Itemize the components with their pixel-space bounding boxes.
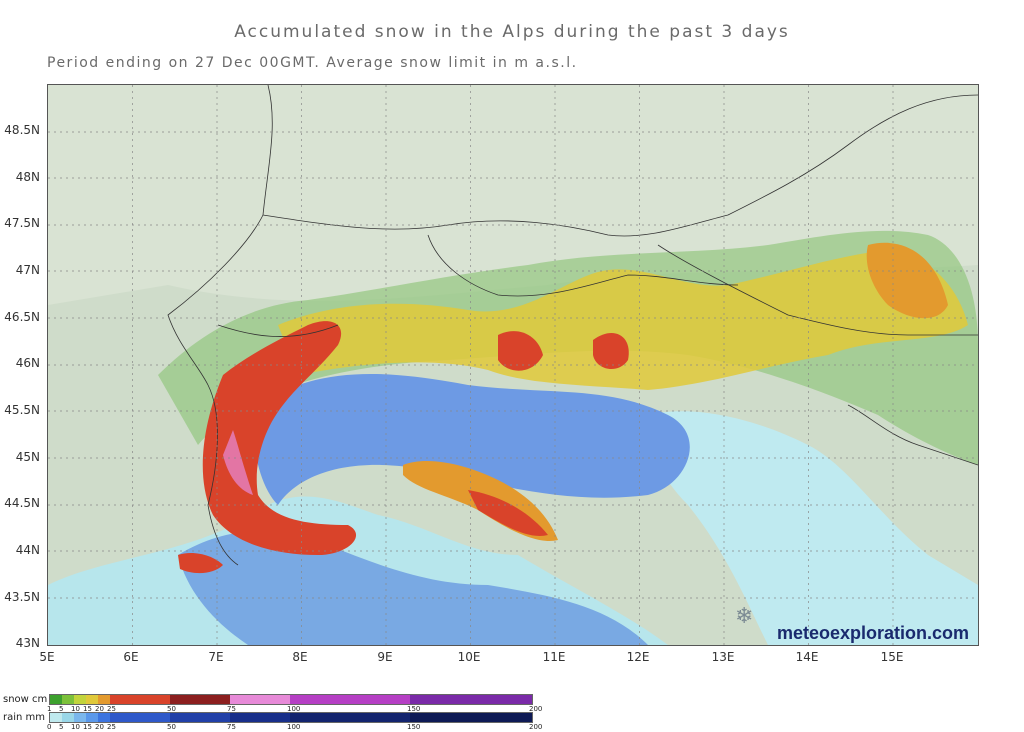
snow-legend-tick: 50 xyxy=(167,705,176,713)
snow-legend-swatch xyxy=(50,695,62,704)
snow-map xyxy=(47,84,979,646)
sea-rain-band xyxy=(178,531,648,645)
lon-label-13e: 13E xyxy=(711,650,735,664)
rain-legend-tick: 0 xyxy=(47,723,52,731)
rain-legend-swatch xyxy=(290,713,410,722)
rain-legend-tick: 100 xyxy=(287,723,301,731)
moderate-snow-zone xyxy=(278,250,968,390)
snow-legend-ticks: 1 5 10 15 20 25 50 75 100 150 200 xyxy=(47,705,542,714)
lon-label-11e: 11E xyxy=(542,650,566,664)
snow-legend-swatch xyxy=(230,695,290,704)
map-graphic xyxy=(48,85,978,645)
rain-legend-tick: 15 xyxy=(83,723,92,731)
snow-color-bar xyxy=(49,694,533,705)
rain-legend-swatch xyxy=(110,713,170,722)
rain-legend-swatch xyxy=(74,713,86,722)
lat-label-43-5: 43.5N xyxy=(4,590,40,604)
snow-legend-tick: 100 xyxy=(287,705,301,713)
lat-label-46-5: 46.5N xyxy=(4,310,40,324)
rain-legend-swatch xyxy=(98,713,110,722)
rain-legend-tick: 10 xyxy=(71,723,80,731)
snow-legend-tick: 5 xyxy=(59,705,64,713)
snow-legend-swatch xyxy=(410,695,532,704)
country-borders xyxy=(167,85,978,566)
lat-label-47-5: 47.5N xyxy=(4,216,40,230)
lake-garda-snow-core xyxy=(593,332,629,370)
lat-label-47: 47N xyxy=(15,263,40,277)
lat-label-45-5: 45.5N xyxy=(4,403,40,417)
snow-legend-label: snow cm xyxy=(3,694,48,705)
map-title: Accumulated snow in the Alps during the … xyxy=(234,22,790,42)
snow-legend-swatch xyxy=(98,695,110,704)
rain-legend-tick: 20 xyxy=(95,723,104,731)
rain-legend-swatch xyxy=(62,713,74,722)
lon-label-15e: 15E xyxy=(880,650,904,664)
snow-legend: snow cm 1 5 10 15 20 25 50 75 100 150 200 xyxy=(0,694,560,714)
rain-legend-tick: 25 xyxy=(107,723,116,731)
lat-label-43: 43N xyxy=(15,636,40,650)
watermark: meteoexploration.com xyxy=(776,623,969,643)
lon-label-9e: 9E xyxy=(377,650,393,664)
rain-legend-swatch xyxy=(410,713,532,722)
snow-legend-swatch xyxy=(62,695,74,704)
rain-legend-tick: 50 xyxy=(167,723,176,731)
lat-label-44-5: 44.5N xyxy=(4,496,40,510)
lat-label-46: 46N xyxy=(15,356,40,370)
maritime-alps-snow xyxy=(178,553,223,574)
lat-label-45: 45N xyxy=(15,450,40,464)
lon-label-12e: 12E xyxy=(626,650,650,664)
lon-label-5e: 5E xyxy=(39,650,55,664)
rain-legend-tick: 150 xyxy=(407,723,421,731)
snow-legend-tick: 75 xyxy=(227,705,236,713)
lon-label-8e: 8E xyxy=(292,650,308,664)
rain-color-bar xyxy=(49,712,533,723)
snow-legend-swatch xyxy=(86,695,98,704)
snow-legend-tick: 25 xyxy=(107,705,116,713)
map-subtitle: Period ending on 27 Dec 00GMT. Average s… xyxy=(47,55,578,71)
rain-legend-swatch xyxy=(170,713,230,722)
lon-label-10e: 10E xyxy=(457,650,481,664)
snow-legend-swatch xyxy=(290,695,410,704)
lon-label-7e: 7E xyxy=(208,650,224,664)
po-valley-rain xyxy=(254,373,690,505)
rain-legend-tick: 75 xyxy=(227,723,236,731)
snow-legend-tick: 15 xyxy=(83,705,92,713)
snow-legend-tick: 1 xyxy=(47,705,52,713)
lat-lon-grid xyxy=(48,85,978,645)
western-alps-heavy-snow xyxy=(202,321,357,555)
snow-legend-tick: 10 xyxy=(71,705,80,713)
apennine-heavy-snow xyxy=(468,490,548,536)
rain-legend-label: rain mm xyxy=(3,712,46,723)
lon-label-14e: 14E xyxy=(795,650,819,664)
adriatic-sea xyxy=(648,411,978,645)
eastern-snow-core xyxy=(866,242,948,319)
snow-legend-swatch xyxy=(170,695,230,704)
rain-legend: rain mm 0 5 10 15 20 25 50 75 100 150 200 xyxy=(0,712,560,732)
snow-legend-tick: 200 xyxy=(529,705,543,713)
lat-label-48: 48N xyxy=(15,170,40,184)
rain-legend-swatch xyxy=(230,713,290,722)
snow-legend-tick: 150 xyxy=(407,705,421,713)
lon-label-6e: 6E xyxy=(123,650,139,664)
snowflake-icon: ❄ xyxy=(735,604,754,629)
rain-legend-swatch xyxy=(50,713,62,722)
snow-legend-tick: 20 xyxy=(95,705,104,713)
lat-label-44: 44N xyxy=(15,543,40,557)
snow-legend-swatch xyxy=(110,695,170,704)
rain-legend-tick: 200 xyxy=(529,723,543,731)
rain-legend-ticks: 0 5 10 15 20 25 50 75 100 150 200 xyxy=(47,723,542,732)
lat-label-48-5: 48.5N xyxy=(4,123,40,137)
rain-legend-swatch xyxy=(86,713,98,722)
rain-legend-tick: 5 xyxy=(59,723,64,731)
central-snow-core xyxy=(498,331,543,371)
western-alps-extreme-snow xyxy=(223,430,253,495)
snow-legend-swatch xyxy=(74,695,86,704)
